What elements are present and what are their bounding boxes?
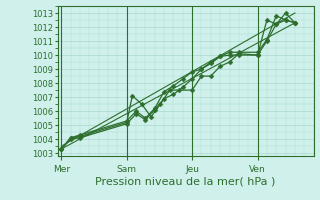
X-axis label: Pression niveau de la mer( hPa ): Pression niveau de la mer( hPa ): [95, 177, 276, 187]
